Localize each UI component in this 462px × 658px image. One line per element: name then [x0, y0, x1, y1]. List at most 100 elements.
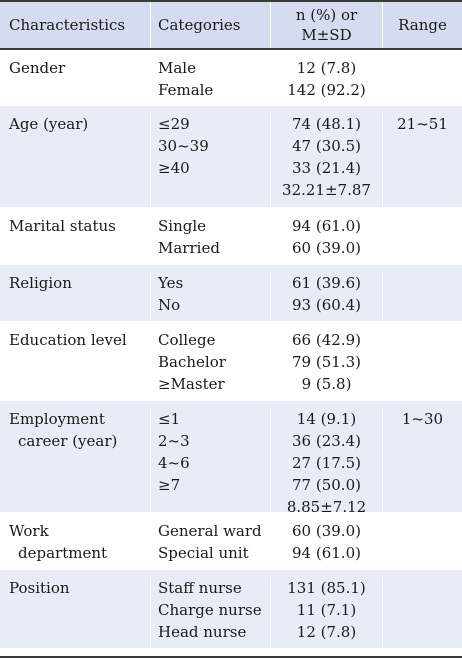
- characteristic-cell-line: Gender: [9, 59, 66, 77]
- table-header: Characteristics Categories n (%) or M±SD…: [0, 2, 462, 50]
- characteristic-cell: Employment career (year): [0, 408, 150, 512]
- category-cell-line: Married: [158, 239, 220, 257]
- category-cell-line: Special unit: [158, 544, 249, 562]
- characteristic-cell-line: Age (year): [9, 115, 89, 133]
- value-cell: 14 (9.1) 36 (23.4) 27 (17.5) 77 (50.0) 8.85±…: [270, 408, 382, 516]
- header-statistic: n (%) or M±SD: [270, 2, 382, 48]
- value-cell-line: 142 (92.2): [287, 81, 366, 99]
- range-cell-line: [383, 215, 462, 237]
- value-cell-line: 12 (7.8): [296, 59, 357, 77]
- category-cell: Staff nurse Charge nurse Head nurse: [150, 577, 270, 648]
- range-cell: [382, 57, 462, 105]
- range-cell: 21~51: [382, 113, 462, 207]
- value-cell-line: 131 (85.1): [287, 579, 366, 597]
- category-cell-line: 30~39: [158, 137, 209, 155]
- header-statistic-line1: n (%) or: [295, 6, 358, 24]
- value-cell-line: 77 (50.0): [292, 476, 361, 494]
- header-characteristics: Characteristics: [9, 16, 126, 34]
- value-cell-line: 36 (23.4): [292, 432, 361, 450]
- range-cell: 1~30: [382, 408, 462, 512]
- characteristic-cell: Age (year): [0, 113, 150, 207]
- value-cell-line: 47 (30.5): [292, 137, 361, 155]
- category-cell-line: Female: [158, 81, 214, 99]
- header-statistic-line2: M±SD: [301, 26, 352, 44]
- category-cell: College Bachelor ≥Master: [150, 329, 270, 400]
- value-cell-line: 9 (5.8): [301, 375, 352, 393]
- characteristic-cell: Marital status: [0, 215, 150, 264]
- value-cell-line: 32.21±7.87: [282, 181, 371, 199]
- value-cell-line: 66 (42.9): [292, 331, 361, 349]
- table-row: Marital status Single Married 94 (61.0) 60 (…: [0, 208, 462, 265]
- value-cell: 12 (7.8) 142 (92.2): [270, 57, 382, 105]
- category-cell-line: College: [158, 331, 216, 349]
- value-cell-line: 74 (48.1): [292, 115, 361, 133]
- value-cell: 66 (42.9) 79 (51.3) 9 (5.8): [270, 329, 382, 400]
- category-cell-line: Yes: [158, 274, 184, 292]
- range-cell: [382, 520, 462, 569]
- category-cell: ≤29 30~39 ≥40: [150, 113, 270, 207]
- table-row: Position Staff nurse Charge nurse Head nurs…: [0, 570, 462, 649]
- value-cell: 61 (39.6) 93 (60.4): [270, 272, 382, 321]
- range-cell-line: [383, 57, 462, 79]
- category-cell-line: 4~6: [158, 454, 190, 472]
- value-cell: 74 (48.1) 47 (30.5) 33 (21.4) 32.21±7.87: [270, 113, 382, 207]
- category-cell-line: ≥7: [158, 476, 181, 494]
- category-cell-line: [158, 496, 270, 518]
- category-cell-line: ≥40: [158, 159, 190, 177]
- range-cell: [382, 577, 462, 648]
- table-row: Religion Yes No 61 (39.6) 93 (60.4): [0, 265, 462, 322]
- value-cell-line: 94 (61.0): [292, 217, 361, 235]
- value-cell-line: 94 (61.0): [292, 544, 361, 562]
- value-cell-line: 33 (21.4): [292, 159, 361, 177]
- header-categories: Categories: [150, 2, 270, 48]
- category-cell-line: Single: [158, 217, 207, 235]
- category-cell-line: 2~3: [158, 432, 190, 450]
- value-cell-line: 60 (39.0): [292, 239, 361, 257]
- range-cell-line: 1~30: [401, 410, 444, 428]
- category-cell: Yes No: [150, 272, 270, 321]
- range-cell-line: [383, 577, 462, 599]
- value-cell-line: 61 (39.6): [292, 274, 361, 292]
- value-cell-line: 11 (7.1): [296, 601, 357, 619]
- characteristic-cell: Religion: [0, 272, 150, 321]
- range-cell: [382, 215, 462, 264]
- characteristic-cell-line: Education level: [9, 331, 127, 349]
- value-cell-line: 14 (9.1): [296, 410, 357, 428]
- characteristic-cell: Work department: [0, 520, 150, 569]
- table-row: Work department General ward Special unit 60…: [0, 513, 462, 570]
- category-cell-line: ≤1: [158, 410, 181, 428]
- table-row: Employment career (year) ≤1 2~3 4~6 ≥7 14 (9.1…: [0, 401, 462, 516]
- value-cell: 60 (39.0) 94 (61.0): [270, 520, 382, 569]
- characteristic-cell-line: Work: [9, 522, 49, 540]
- category-cell-line: General ward: [158, 522, 262, 540]
- range-cell-line: [383, 272, 462, 294]
- range-cell-line: 21~51: [397, 115, 448, 133]
- value-cell: 94 (61.0) 60 (39.0): [270, 215, 382, 264]
- category-cell: General ward Special unit: [150, 520, 270, 569]
- table-body: Gender Male Female 12 (7.8) 142 (92.2) Age (y…: [0, 50, 462, 649]
- value-cell-line: 8.85±7.12: [286, 498, 367, 516]
- category-cell-line: Charge nurse: [158, 601, 262, 619]
- category-cell: Single Married: [150, 215, 270, 264]
- category-cell-line: Staff nurse: [158, 579, 242, 597]
- value-cell-line: 27 (17.5): [292, 454, 361, 472]
- category-cell-line: Bachelor: [158, 353, 226, 371]
- category-cell-line: ≤29: [158, 115, 190, 133]
- characteristic-cell-line: Marital status: [9, 217, 116, 235]
- range-cell-line: [383, 520, 462, 542]
- value-cell-line: 12 (7.8): [296, 623, 357, 641]
- characteristic-cell-line: Religion: [9, 274, 72, 292]
- characteristic-cell: Gender: [0, 57, 150, 105]
- characteristic-cell-line: Position: [9, 579, 70, 597]
- table-row: Age (year) ≤29 30~39 ≥40 74 (48.1) 47 (30.5) 3…: [0, 106, 462, 208]
- value-cell-line: 60 (39.0): [292, 522, 361, 540]
- category-cell: Male Female: [150, 57, 270, 105]
- category-cell-line: Male: [158, 59, 196, 77]
- table-row: Gender Male Female 12 (7.8) 142 (92.2): [0, 50, 462, 106]
- category-cell-line: ≥Master: [158, 375, 225, 393]
- characteristic-cell: Position: [0, 577, 150, 648]
- table-row: Education level College Bachelor ≥Master 66 …: [0, 322, 462, 401]
- value-cell-line: 79 (51.3): [292, 353, 361, 371]
- category-cell-line: Head nurse: [158, 623, 247, 641]
